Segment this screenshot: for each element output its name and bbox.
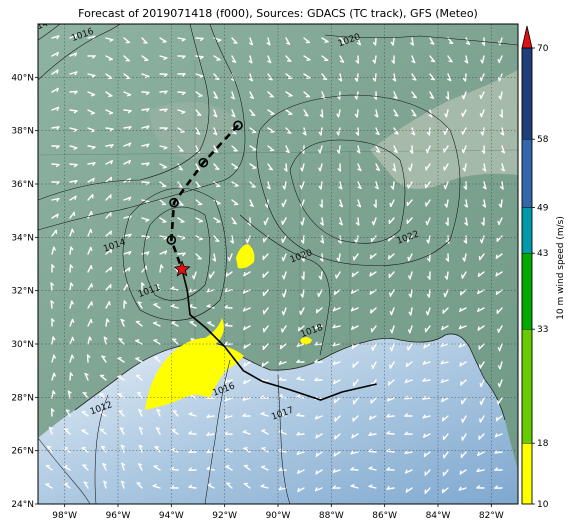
colorbar-segment <box>521 207 533 254</box>
x-tick-label: 88°W <box>319 511 344 521</box>
colorbar-segment <box>521 47 533 140</box>
x-tick-label: 94°W <box>159 511 184 521</box>
colorbar-tick-label: 58 <box>537 135 549 145</box>
y-tick-label: 36°N <box>11 180 34 190</box>
x-tick-label: 98°W <box>52 511 77 521</box>
x-tick-label: 92°W <box>212 511 237 521</box>
y-tick-label: 30°N <box>11 340 34 350</box>
lat-lon-grid <box>38 24 518 504</box>
y-tick-label: 26°N <box>11 447 34 457</box>
appalachian-terrain <box>370 70 518 189</box>
forecast-position-marker <box>233 120 243 131</box>
longitude-axis: 98°W 96°W 94°W 92°W 90°W 88°W 86°W 84°W 82°W <box>52 504 504 521</box>
colorbar-segment <box>521 252 533 330</box>
y-tick-label: 24°N <box>11 500 34 510</box>
colorbar-tick-label: 33 <box>537 325 548 335</box>
colorbar-tick-label: 10 <box>537 500 549 510</box>
colorbar: 10 18 33 43 49 58 70 10 m wind speed (m/s) <box>521 25 566 510</box>
isobar-lines <box>38 24 518 504</box>
latitude-axis: 24°N 26°N 28°N 30°N 32°N 34°N 36°N 38°N 40°N <box>11 73 38 510</box>
y-tick-label: 28°N <box>11 393 34 403</box>
x-tick-label: 84°W <box>426 511 451 521</box>
past-track-path <box>181 269 377 401</box>
colorbar-tick-label: 18 <box>537 439 549 449</box>
colorbar-segment <box>521 329 533 444</box>
storm-track <box>166 120 377 401</box>
forecast-track-path <box>170 124 239 270</box>
y-tick-label: 32°N <box>11 287 34 297</box>
forecast-position-marker <box>169 197 179 208</box>
current-position-star <box>173 260 191 277</box>
y-tick-label: 38°N <box>11 127 34 137</box>
wind-highlight-areas <box>145 244 312 410</box>
colorbar-tick-label: 70 <box>537 44 549 54</box>
colorbar-segment <box>521 443 533 505</box>
colorbar-extend-arrow <box>521 25 533 49</box>
forecast-position-marker <box>166 235 177 245</box>
mexico-coast <box>38 437 91 504</box>
forecast-position-marker <box>198 157 209 168</box>
x-tick-label: 96°W <box>106 511 131 521</box>
colorbar-label: 10 m wind speed (m/s) <box>556 216 566 320</box>
y-tick-label: 34°N <box>11 233 34 243</box>
colorbar-tick-label: 43 <box>537 249 548 259</box>
map-title: Forecast of 2019071418 (f000), Sources: … <box>78 7 478 20</box>
x-tick-label: 86°W <box>372 511 397 521</box>
colorbar-segment <box>521 138 533 208</box>
y-tick-label: 40°N <box>11 73 34 83</box>
x-tick-label: 82°W <box>479 511 504 521</box>
us-gulf-coastline <box>74 333 506 421</box>
x-tick-label: 90°W <box>266 511 291 521</box>
colorbar-tick-label: 49 <box>537 204 549 214</box>
